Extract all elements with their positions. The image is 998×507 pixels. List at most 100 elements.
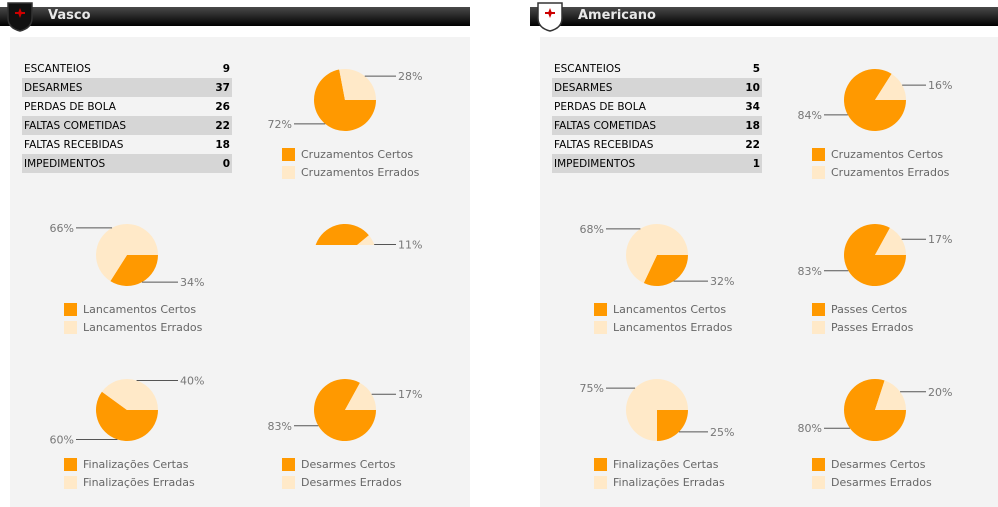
legend-label: Desarmes Errados <box>301 475 402 489</box>
table-row: IMPEDIMENTOS 1 <box>552 154 762 173</box>
pie-slice-certos <box>844 378 906 441</box>
legend-label: Cruzamentos Errados <box>301 165 420 179</box>
table-row: FALTAS COMETIDAS 18 <box>552 116 762 135</box>
table-row: PERDAS DE BOLA 34 <box>552 97 762 116</box>
stat-value: 5 <box>752 62 760 75</box>
legend-label: Lancamentos Errados <box>613 320 733 334</box>
pie-chart <box>313 379 376 442</box>
team-name: Vasco <box>48 8 91 23</box>
pie-slice-certos <box>843 69 906 131</box>
pie-percent-label: 68% <box>580 223 604 236</box>
team-americano: Americano ESCANTEIOS 5 DESARMES 10 PERDAS DE… <box>530 0 998 507</box>
legend-item: Finalizações Erradas <box>64 473 195 491</box>
stats-panel: ESCANTEIOS 5 DESARMES 10 PERDAS DE BOLA 34 FAL… <box>540 37 998 507</box>
pie-legend: Lancamentos Certos Lancamentos Errados <box>594 300 732 336</box>
pie-slice-errados <box>339 69 376 100</box>
pie-percent-label: 25% <box>710 426 734 439</box>
legend-label: Cruzamentos Certos <box>831 147 944 161</box>
legend-label: Cruzamentos Certos <box>301 147 414 161</box>
pie-percent-label: 83% <box>798 265 822 278</box>
pie-percent-label: 75% <box>580 382 604 395</box>
stats-panel: ESCANTEIOS 9 DESARMES 37 PERDAS DE BOLA 26 FAL… <box>10 37 470 507</box>
legend-item: Passes Errados <box>812 318 913 336</box>
team-header: Americano <box>530 7 998 26</box>
stat-label: ESCANTEIOS <box>554 62 621 75</box>
pie-chart <box>626 224 688 286</box>
legend-label: Lancamentos Certos <box>613 302 727 316</box>
pie-slice-certos <box>313 69 376 131</box>
stat-label: FALTAS RECEBIDAS <box>24 138 124 151</box>
legend-item: Cruzamentos Certos <box>282 145 419 163</box>
pie-chart <box>626 379 688 441</box>
pie-slice-certos <box>643 255 688 286</box>
legend-swatch <box>812 475 825 489</box>
pie-chart <box>313 69 376 131</box>
legend-swatch <box>64 475 77 489</box>
pie-percent-label: 20% <box>928 386 952 399</box>
legend-label: Passes Errados <box>831 320 914 334</box>
pie-legend: Cruzamentos Certos Cruzamentos Errados <box>812 145 949 181</box>
legend-label: Passes Certos <box>831 302 908 316</box>
pie-slice-certos <box>313 379 376 442</box>
stat-value: 18 <box>215 138 230 151</box>
legend-swatch <box>812 457 825 471</box>
pie-slice-errados <box>101 379 158 410</box>
pie-slice-errados <box>875 380 906 410</box>
table-row: DESARMES 10 <box>552 78 762 97</box>
legend-item: Finalizações Erradas <box>594 473 725 491</box>
pie-legend: Desarmes Certos Desarmes Errados <box>812 455 932 491</box>
stats-table: ESCANTEIOS 9 DESARMES 37 PERDAS DE BOLA 26 FAL… <box>22 59 232 173</box>
stat-label: FALTAS COMETIDAS <box>552 116 731 135</box>
stat-value: 22 <box>200 116 232 135</box>
pie-slice-errados <box>875 227 906 255</box>
legend-item: Cruzamentos Errados <box>282 163 419 181</box>
stat-value: 22 <box>745 138 760 151</box>
stat-value: 10 <box>730 78 762 97</box>
team-logo-icon <box>537 2 563 32</box>
legend-label: Desarmes Certos <box>831 457 926 471</box>
pie-percent-label: 40% <box>180 375 204 388</box>
legend-label: Desarmes Certos <box>301 457 396 471</box>
pie-slice-errados <box>95 223 158 282</box>
pie-slice-errados <box>626 379 688 441</box>
pie-slice-errados <box>875 73 906 100</box>
pie-chart <box>844 223 906 286</box>
pie-percent-label: 28% <box>398 70 422 83</box>
table-row: ESCANTEIOS 5 <box>552 59 762 78</box>
pie-percent-label: 32% <box>710 275 734 288</box>
stat-label: DESARMES <box>552 78 731 97</box>
legend-swatch <box>812 165 825 179</box>
stat-value: 26 <box>215 100 230 113</box>
pie-slice-errados <box>626 224 688 284</box>
pie-chart <box>843 69 906 131</box>
stat-value: 18 <box>730 116 762 135</box>
pie-chart <box>95 379 158 441</box>
stat-label: PERDAS DE BOLA <box>554 100 646 113</box>
pie-percent-label: 83% <box>268 420 292 433</box>
pie-percent-label: 72% <box>268 118 292 131</box>
stat-value: 0 <box>200 154 232 173</box>
pie-slice-certos <box>844 223 906 286</box>
pie-percent-label: 11% <box>398 238 422 251</box>
pie-charts: 72% 28% 34% 66% 11% 60% 40% 83% 17% <box>50 69 422 446</box>
legend-item: Cruzamentos Errados <box>812 163 949 181</box>
legend-swatch <box>282 475 295 489</box>
legend-item: Finalizações Certas <box>594 455 725 473</box>
stat-label: DESARMES <box>22 78 201 97</box>
team-vasco: Vasco ESCANTEIOS 9 DESARMES 37 PERDAS DE BOL… <box>0 0 470 507</box>
stat-label: IMPEDIMENTOS <box>22 154 201 173</box>
legend-label: Cruzamentos Errados <box>831 165 950 179</box>
stat-value: 1 <box>730 154 762 173</box>
legend-swatch <box>64 302 77 316</box>
pie-chart <box>844 378 906 441</box>
pie-slice-errados <box>357 235 375 245</box>
pie-percent-label: 84% <box>798 109 822 122</box>
stat-label: ESCANTEIOS <box>24 62 91 75</box>
stat-value: 9 <box>222 62 230 75</box>
pie-legend: Desarmes Certos Desarmes Errados <box>282 455 402 491</box>
pie-slice-certos <box>315 224 369 245</box>
pie-slice-certos <box>110 255 158 286</box>
legend-swatch <box>282 147 295 161</box>
pie-percent-label: 66% <box>50 222 74 235</box>
stats-table: ESCANTEIOS 5 DESARMES 10 PERDAS DE BOLA 34 FAL… <box>552 59 762 173</box>
